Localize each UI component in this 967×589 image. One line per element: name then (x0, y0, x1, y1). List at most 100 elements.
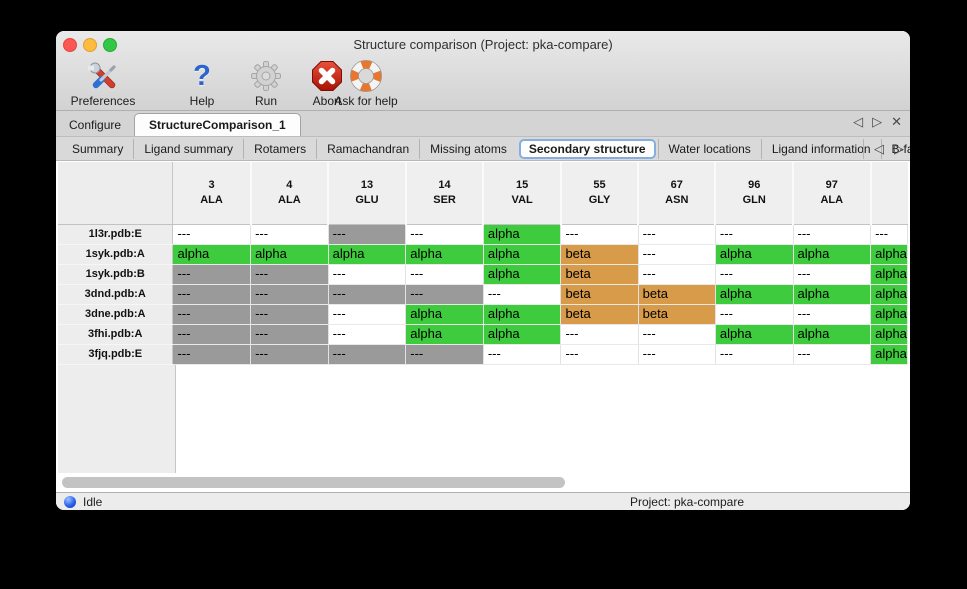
cell-none[interactable]: --- (172, 224, 252, 245)
cell-missing[interactable]: --- (328, 224, 407, 245)
cell-none[interactable]: --- (638, 264, 716, 285)
help-button[interactable]: ? Help (180, 57, 224, 108)
row-header-3fhi-pdb-a[interactable]: 3fhi.pdb:A (58, 324, 174, 345)
cell-beta[interactable]: beta (560, 284, 639, 305)
cell-alpha[interactable]: alpha (483, 244, 562, 265)
tab-secondary-structure[interactable]: Secondary structure (518, 138, 656, 159)
cell-missing[interactable]: --- (250, 344, 329, 365)
preferences-button[interactable]: Preferences (65, 57, 141, 108)
row-header-1l3r-pdb-e[interactable]: 1l3r.pdb:E (58, 224, 174, 245)
cell-missing[interactable]: --- (172, 344, 252, 365)
tab-configure[interactable]: Configure (69, 118, 122, 132)
cell-beta[interactable]: beta (560, 264, 639, 285)
cell-alpha[interactable]: alpha (870, 264, 908, 285)
column-header-3-ala[interactable]: 3 ALA (172, 162, 252, 225)
cell-alpha[interactable]: alpha (870, 324, 908, 345)
cell-alpha[interactable]: alpha (483, 264, 562, 285)
cell-none[interactable]: --- (793, 344, 872, 365)
column-header-13-glu[interactable]: 13 GLU (328, 162, 407, 225)
cell-alpha[interactable]: alpha (870, 304, 908, 325)
cell-alpha[interactable]: alpha (172, 244, 252, 265)
column-header-partial[interactable] (870, 162, 908, 225)
cell-none[interactable]: --- (715, 264, 794, 285)
cell-missing[interactable]: --- (405, 344, 484, 365)
subtab-scroll-right-icon[interactable]: ▷ (894, 141, 904, 156)
cell-none[interactable]: --- (870, 224, 908, 245)
cell-none[interactable]: --- (483, 284, 562, 305)
cell-none[interactable]: --- (560, 324, 639, 345)
cell-missing[interactable]: --- (250, 304, 329, 325)
row-header-3dnd-pdb-a[interactable]: 3dnd.pdb:A (58, 284, 174, 305)
tab-summary[interactable]: Summary (72, 141, 124, 156)
cell-none[interactable]: --- (638, 324, 716, 345)
row-header-1syk-pdb-b[interactable]: 1syk.pdb:B (58, 264, 174, 285)
cell-alpha[interactable]: alpha (870, 244, 908, 265)
tab-ramachandran[interactable]: Ramachandran (316, 138, 419, 159)
tab-rotamers[interactable]: Rotamers (243, 138, 316, 159)
tab-scroll-left-icon[interactable]: ◁ (853, 114, 864, 129)
cell-missing[interactable]: --- (250, 284, 329, 305)
cell-alpha[interactable]: alpha (405, 324, 484, 345)
cell-none[interactable]: --- (715, 304, 794, 325)
cell-beta[interactable]: beta (560, 304, 639, 325)
cell-alpha[interactable]: alpha (483, 304, 562, 325)
cell-none[interactable]: --- (793, 304, 872, 325)
close-window-button[interactable] (63, 38, 77, 52)
cell-alpha[interactable]: alpha (328, 244, 407, 265)
cell-beta[interactable]: beta (638, 304, 716, 325)
cell-alpha[interactable]: alpha (793, 324, 872, 345)
subtab-scroll-left-icon[interactable]: ◁ (874, 141, 884, 156)
tab-missing-atoms[interactable]: Missing atoms (419, 138, 517, 159)
zoom-window-button[interactable] (103, 38, 117, 52)
cell-none[interactable]: --- (328, 304, 407, 325)
tab-ligand-information[interactable]: Ligand information (760, 138, 881, 159)
column-header-96-gln[interactable]: 96 GLN (715, 162, 794, 225)
cell-beta[interactable]: beta (560, 244, 639, 265)
horizontal-scrollbar[interactable] (58, 473, 908, 492)
cell-alpha[interactable]: alpha (483, 324, 562, 345)
row-header-3dne-pdb-a[interactable]: 3dne.pdb:A (58, 304, 174, 325)
column-header-97-ala[interactable]: 97 ALA (793, 162, 872, 225)
cell-none[interactable]: --- (405, 264, 484, 285)
abort-button[interactable]: Abort (305, 57, 349, 108)
minimize-window-button[interactable] (83, 38, 97, 52)
column-header-15-val[interactable]: 15 VAL (483, 162, 562, 225)
cell-alpha[interactable]: alpha (405, 244, 484, 265)
cell-none[interactable]: --- (328, 264, 407, 285)
scrollbar-thumb[interactable] (62, 477, 565, 488)
cell-missing[interactable]: --- (328, 344, 407, 365)
cell-missing[interactable]: --- (172, 284, 252, 305)
cell-missing[interactable]: --- (172, 304, 252, 325)
cell-alpha[interactable]: alpha (250, 244, 329, 265)
cell-missing[interactable]: --- (172, 264, 252, 285)
row-header-1syk-pdb-a[interactable]: 1syk.pdb:A (58, 244, 174, 265)
cell-none[interactable]: --- (560, 224, 639, 245)
cell-none[interactable]: --- (793, 224, 872, 245)
cell-missing[interactable]: --- (250, 324, 329, 345)
cell-missing[interactable]: --- (250, 264, 329, 285)
cell-alpha[interactable]: alpha (870, 344, 908, 365)
cell-none[interactable]: --- (715, 224, 794, 245)
cell-missing[interactable]: --- (328, 284, 407, 305)
cell-alpha[interactable]: alpha (715, 284, 794, 305)
cell-none[interactable]: --- (560, 344, 639, 365)
cell-alpha[interactable]: alpha (483, 224, 562, 245)
cell-missing[interactable]: --- (172, 324, 252, 345)
cell-none[interactable]: --- (405, 224, 484, 245)
tab-water-locations[interactable]: Water locations (657, 138, 761, 159)
cell-beta[interactable]: beta (638, 284, 716, 305)
cell-alpha[interactable]: alpha (793, 244, 872, 265)
cell-alpha[interactable]: alpha (715, 244, 794, 265)
cell-none[interactable]: --- (483, 344, 562, 365)
tab-b-factors[interactable]: B-factors (880, 138, 910, 159)
cell-alpha[interactable]: alpha (405, 304, 484, 325)
cell-none[interactable]: --- (715, 344, 794, 365)
tab-structure-comparison-1[interactable]: StructureComparison_1 (134, 113, 301, 136)
ask-for-help-button[interactable]: Ask for help (326, 57, 406, 108)
run-button[interactable]: Run (211, 57, 321, 108)
cell-none[interactable]: --- (638, 244, 716, 265)
cell-alpha[interactable]: alpha (715, 324, 794, 345)
column-header-55-gly[interactable]: 55 GLY (560, 162, 640, 225)
cell-alpha[interactable]: alpha (793, 284, 872, 305)
column-header-4-ala[interactable]: 4 ALA (250, 162, 330, 225)
